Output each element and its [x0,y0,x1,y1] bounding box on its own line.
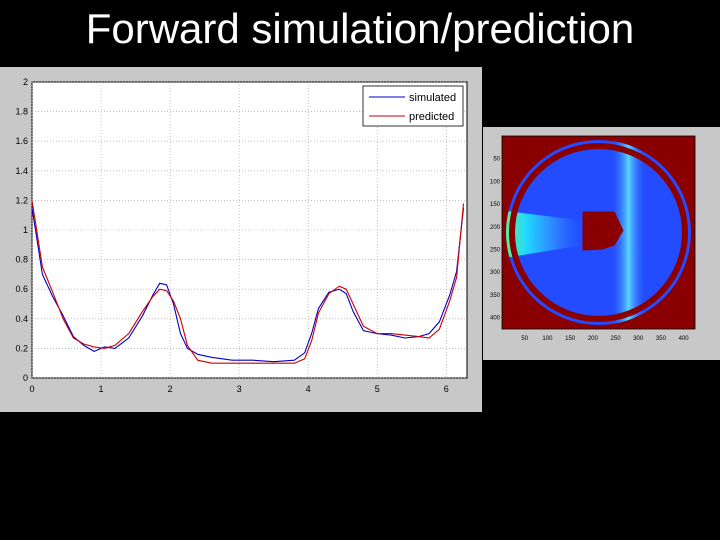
heatmap-plot: 50 100 150 200 250 300 350 400 50 100 150 200 250 300… [490,135,696,342]
y-tick-label: 1.6 [15,136,28,146]
y-tick-label: 1.8 [15,107,28,117]
map-x-tick-label: 300 [633,336,644,342]
y-tick-label: 0.4 [15,314,28,324]
map-x-tick-label: 250 [611,336,622,342]
heatmap-ring [509,143,688,322]
map-y-tick-label: 250 [490,248,501,254]
map-y-tick-label: 400 [490,316,501,322]
map-y-tick-label: 200 [490,225,501,231]
legend-box [362,85,464,127]
map-y-tick-label: 300 [490,270,501,276]
y-tick-label: 1.2 [15,195,28,205]
map-y-tick-label: 50 [493,157,500,163]
map-x-tick-label: 350 [656,336,667,342]
x-tick-label: 0 [29,384,34,394]
y-tick-label: 2 [23,77,28,87]
y-tick-label: 1 [23,225,28,235]
line-plot: 0 1 2 3 4 5 6 0 0.2 0.4 0.6 0.8 1 1.2 1.4 1.6 1.8 2 simula… [15,77,468,394]
legend-label-simulated: simulated [409,92,456,104]
series-line-simulated [31,207,465,363]
x-tick-label: 5 [375,384,380,394]
map-y-tick-label: 350 [490,293,501,299]
map-y-tick-label: 150 [490,202,501,208]
line-plot-panel: 0 1 2 3 4 5 6 0 0.2 0.4 0.6 0.8 1 1.2 1.4 1.6 1.8 2 simula… [0,67,482,412]
legend-label-predicted: predicted [409,111,454,123]
map-x-tick-label: 50 [521,336,528,342]
map-x-tick-label: 400 [679,336,690,342]
y-tick-label: 0.2 [15,343,28,353]
map-x-tick-label: 100 [542,336,553,342]
y-tick-label: 0 [23,373,28,383]
x-tick-label: 3 [237,384,242,394]
x-tick-label: 1 [99,384,104,394]
x-tick-label: 4 [306,384,311,394]
x-tick-label: 2 [168,384,173,394]
map-x-tick-label: 200 [588,336,599,342]
y-tick-label: 1.4 [15,166,28,176]
map-y-tick-label: 100 [490,179,501,185]
slide-title: Forward simulation/prediction [85,5,635,52]
heatmap-core [582,211,624,251]
map-x-tick-label: 150 [565,336,576,342]
x-tick-label: 6 [444,384,449,394]
y-tick-label: 0.8 [15,255,28,265]
series-line-predicted [31,200,465,364]
y-tick-label: 0.6 [15,284,28,294]
heatmap-frame [501,135,696,330]
heatmap-panel: 50 100 150 200 250 300 350 400 50 100 150 200 250 300… [483,127,720,360]
intensity-beam [506,210,599,259]
